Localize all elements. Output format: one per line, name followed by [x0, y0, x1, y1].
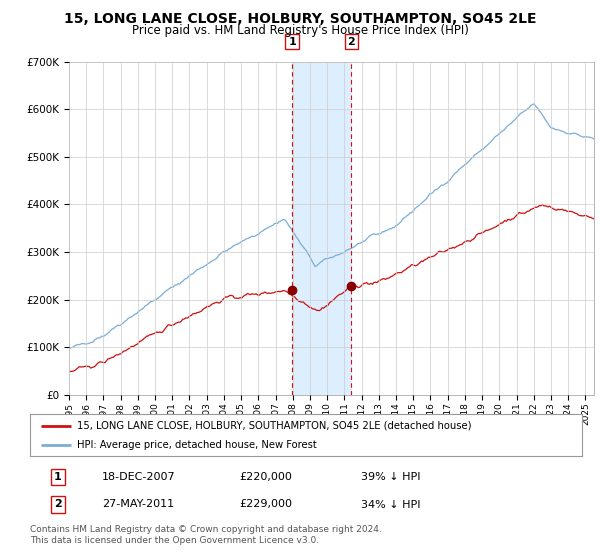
- Text: Price paid vs. HM Land Registry's House Price Index (HPI): Price paid vs. HM Land Registry's House …: [131, 24, 469, 36]
- Text: 15, LONG LANE CLOSE, HOLBURY, SOUTHAMPTON, SO45 2LE (detached house): 15, LONG LANE CLOSE, HOLBURY, SOUTHAMPTO…: [77, 421, 472, 431]
- Text: £229,000: £229,000: [240, 500, 293, 510]
- Text: 34% ↓ HPI: 34% ↓ HPI: [361, 500, 421, 510]
- Text: 39% ↓ HPI: 39% ↓ HPI: [361, 472, 421, 482]
- Text: 1: 1: [288, 36, 296, 46]
- Text: HPI: Average price, detached house, New Forest: HPI: Average price, detached house, New …: [77, 440, 317, 450]
- Text: 15, LONG LANE CLOSE, HOLBURY, SOUTHAMPTON, SO45 2LE: 15, LONG LANE CLOSE, HOLBURY, SOUTHAMPTO…: [64, 12, 536, 26]
- Text: Contains HM Land Registry data © Crown copyright and database right 2024.
This d: Contains HM Land Registry data © Crown c…: [30, 525, 382, 545]
- Text: 2: 2: [54, 500, 61, 510]
- Text: 18-DEC-2007: 18-DEC-2007: [102, 472, 175, 482]
- Text: 2: 2: [347, 36, 355, 46]
- Text: 1: 1: [54, 472, 61, 482]
- Text: £220,000: £220,000: [240, 472, 293, 482]
- Text: 27-MAY-2011: 27-MAY-2011: [102, 500, 174, 510]
- Bar: [292, 62, 351, 395]
